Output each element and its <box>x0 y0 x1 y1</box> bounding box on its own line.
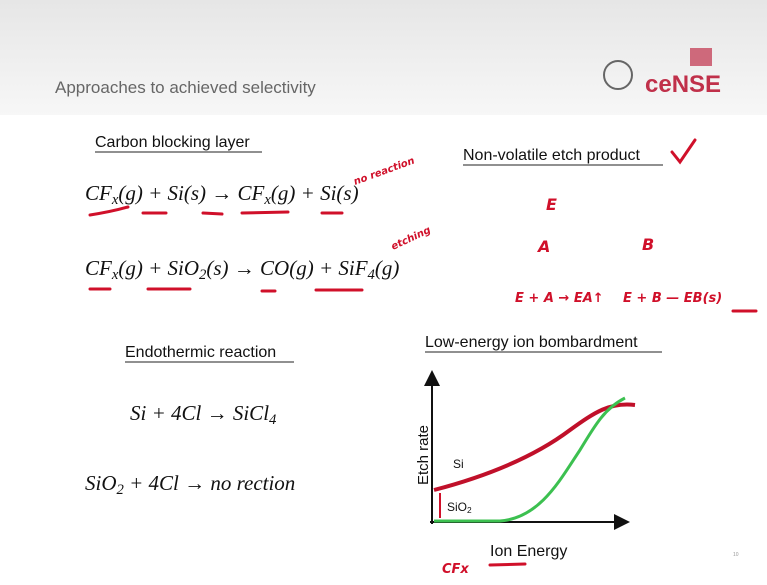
equation-part: (g) + SiO <box>118 256 199 280</box>
equation: CFx(g) + Si(s) → CFx(g) + Si(s) <box>85 181 359 208</box>
logo-dots <box>690 48 712 66</box>
header-band <box>0 0 767 115</box>
sio2-curve <box>434 396 626 523</box>
equation: Si + 4Cl → SiCl4 <box>130 401 277 428</box>
heading: Carbon blocking layer <box>95 134 250 151</box>
equation-part: SiO <box>447 500 467 514</box>
logo-text: ceNSE <box>645 71 721 98</box>
subscript: 2 <box>199 267 207 283</box>
handwritten-note: CFx <box>442 562 469 577</box>
handwritten-note: E <box>546 195 557 214</box>
y-axis-label: Etch rate <box>415 425 432 485</box>
equation-part: + 4Cl → no rection <box>124 471 295 495</box>
curve-label: Si <box>453 457 464 471</box>
subscript: x <box>263 192 271 208</box>
subscript: 2 <box>117 482 125 498</box>
subscript: x <box>111 267 119 283</box>
heading: Non-volatile etch product <box>463 147 641 164</box>
equation-part: (s) → CO(g) + SiF <box>206 256 367 280</box>
subscript: 2 <box>467 505 472 515</box>
equation: CFx(g) + SiO2(s) → CO(g) + SiF4(g) <box>85 256 399 283</box>
handwritten-note: E + A → EA↑ <box>515 291 604 306</box>
subscript: x <box>111 192 119 208</box>
equation-part: (g) <box>375 256 400 280</box>
equation-part: SiO <box>85 471 117 495</box>
subscript: 4 <box>368 267 376 283</box>
equation-part: Si + 4Cl → SiCl <box>130 401 269 425</box>
equation-part: (g) + Si(s) → CF <box>118 181 264 205</box>
equation-part: (g) + Si(s) <box>271 181 359 205</box>
handwritten-note: B <box>642 235 654 254</box>
equation-part: CF <box>85 256 112 280</box>
check-mark <box>670 138 697 165</box>
logo-emblem <box>603 60 633 90</box>
handwritten-note: A <box>536 237 550 256</box>
subscript: 4 <box>269 412 277 428</box>
handwritten-note: E + B — EB(s) <box>623 291 722 306</box>
equation-part: CF <box>85 181 112 205</box>
slide-title: Approaches to achieved selectivity <box>55 78 316 97</box>
x-axis-label: Ion Energy <box>490 543 567 560</box>
page-number: 10 <box>733 552 739 558</box>
curve-label: SiO2 <box>447 500 472 515</box>
equation: SiO2 + 4Cl → no rection <box>85 471 295 498</box>
hand-underlines <box>88 205 758 567</box>
heading: Endothermic reaction <box>125 344 276 361</box>
heading: Low-energy ion bombardment <box>425 334 638 351</box>
